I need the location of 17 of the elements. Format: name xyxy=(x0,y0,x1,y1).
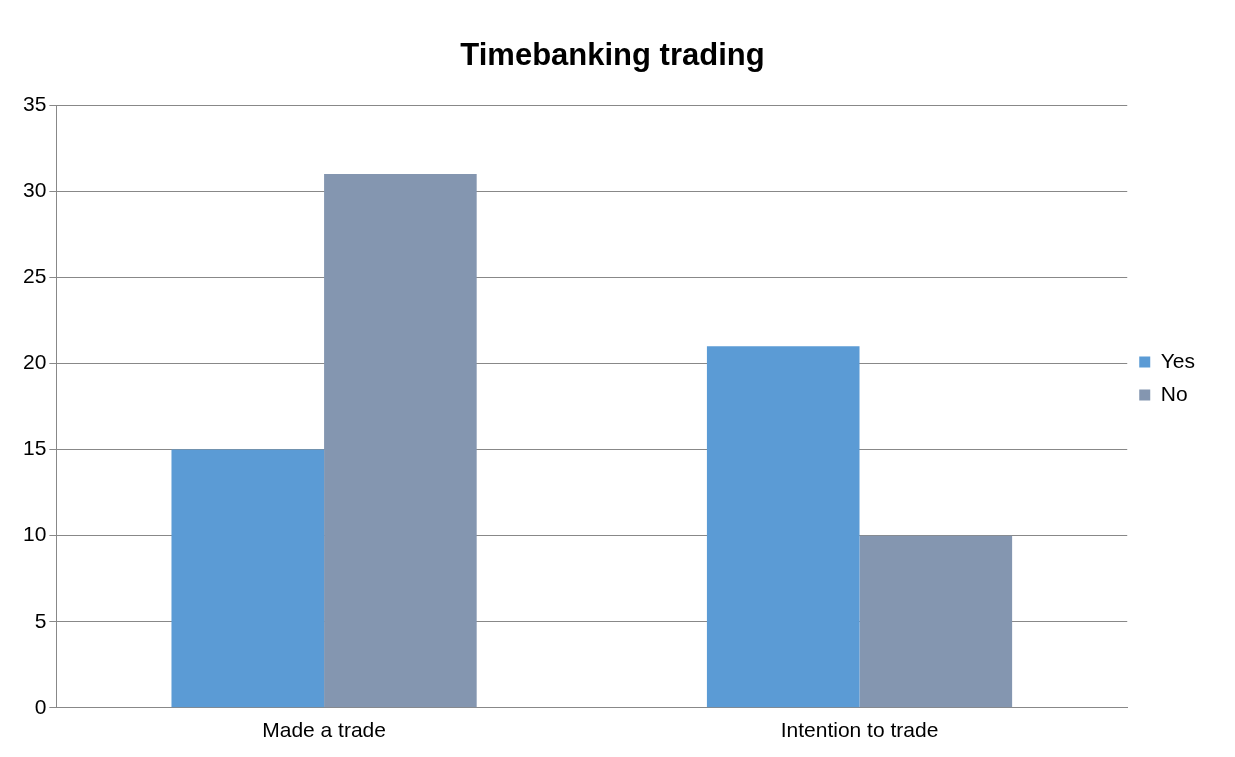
y-tick-label: 25 xyxy=(23,264,47,288)
y-tick-label: 20 xyxy=(23,350,47,374)
x-tick-label: Made a trade xyxy=(262,718,386,742)
bar xyxy=(859,535,1013,708)
y-tick-label: 30 xyxy=(23,178,47,202)
bar xyxy=(324,174,477,708)
legend-label: Yes xyxy=(1160,348,1196,372)
y-tick-label: 5 xyxy=(34,608,47,632)
bar xyxy=(171,449,325,708)
y-tick-label: 15 xyxy=(23,436,47,460)
legend-label: No xyxy=(1160,381,1188,405)
x-tick-label: Intention to trade xyxy=(780,718,939,742)
bar xyxy=(706,346,860,708)
y-tick-label: 35 xyxy=(23,92,47,115)
chart-title: Timebanking trading xyxy=(460,37,765,73)
y-tick-label: 0 xyxy=(34,694,47,718)
y-tick-label: 10 xyxy=(23,522,47,546)
